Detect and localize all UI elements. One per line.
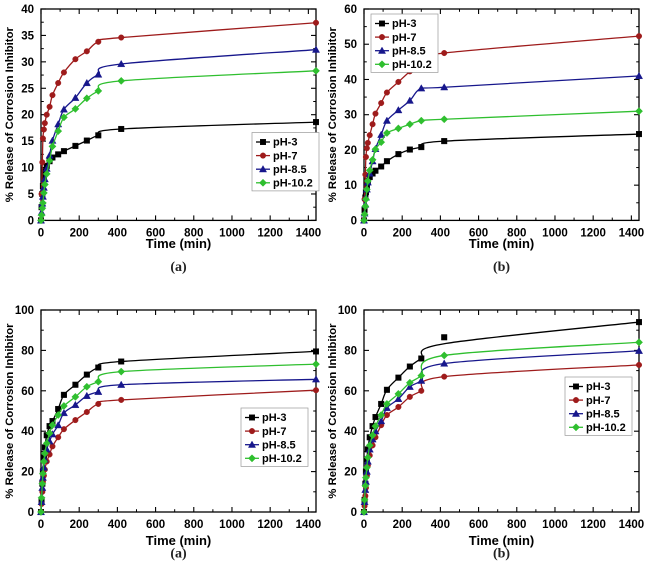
svg-text:40: 40	[21, 4, 34, 16]
svg-text:1000: 1000	[542, 227, 568, 239]
svg-text:pH-8.5: pH-8.5	[586, 408, 620, 420]
svg-text:40: 40	[344, 426, 357, 438]
svg-text:50: 50	[344, 39, 357, 51]
svg-text:400: 400	[108, 519, 127, 531]
svg-text:1200: 1200	[580, 227, 606, 239]
svg-text:pH-10.2: pH-10.2	[262, 453, 302, 465]
svg-text:0: 0	[361, 227, 367, 239]
svg-text:0: 0	[28, 507, 34, 519]
svg-text:60: 60	[21, 386, 34, 398]
svg-text:60: 60	[344, 386, 357, 398]
svg-text:1400: 1400	[296, 519, 322, 531]
svg-text:0: 0	[38, 227, 44, 239]
svg-text:0: 0	[351, 215, 357, 227]
svg-text:30: 30	[344, 110, 357, 122]
svg-text:1200: 1200	[257, 227, 283, 239]
svg-text:(b): (b)	[493, 547, 510, 562]
svg-text:pH-7: pH-7	[273, 150, 297, 162]
svg-text:1400: 1400	[296, 227, 322, 239]
svg-text:Time (min): Time (min)	[469, 236, 535, 251]
svg-text:pH-10.2: pH-10.2	[586, 422, 626, 434]
svg-text:40: 40	[344, 74, 357, 86]
svg-text:200: 200	[393, 519, 412, 531]
svg-text:1000: 1000	[219, 227, 245, 239]
svg-text:200: 200	[70, 519, 89, 531]
svg-text:400: 400	[431, 227, 450, 239]
svg-text:pH-3: pH-3	[262, 412, 286, 424]
svg-text:pH-7: pH-7	[392, 32, 416, 44]
svg-text:5: 5	[28, 189, 35, 201]
svg-text:% Release of Corrosion Inhibit: % Release of Corrosion Inhibitor	[327, 27, 339, 203]
svg-text:pH-3: pH-3	[392, 18, 416, 30]
svg-text:200: 200	[70, 227, 89, 239]
svg-text:600: 600	[469, 519, 488, 531]
svg-text:pH-8.5: pH-8.5	[262, 439, 296, 451]
svg-text:1000: 1000	[219, 519, 245, 531]
svg-text:% Release of Corrosion Inhibit: % Release of Corrosion Inhibitor	[327, 323, 339, 499]
svg-text:1400: 1400	[619, 519, 645, 531]
svg-text:0: 0	[351, 507, 357, 519]
svg-text:0: 0	[28, 215, 34, 227]
svg-text:35: 35	[21, 30, 34, 42]
svg-text:% Release of Corrosion Inhibit: % Release of Corrosion Inhibitor	[4, 323, 16, 499]
svg-text:20: 20	[21, 467, 34, 479]
svg-text:20: 20	[344, 467, 357, 479]
svg-text:(a): (a)	[170, 547, 187, 562]
svg-text:1400: 1400	[619, 227, 645, 239]
svg-text:(a): (a)	[170, 260, 187, 275]
svg-text:pH-8.5: pH-8.5	[273, 164, 307, 176]
svg-text:Time (min): Time (min)	[146, 236, 212, 251]
svg-text:pH-7: pH-7	[262, 426, 286, 438]
svg-text:1200: 1200	[580, 519, 606, 531]
svg-text:pH-8.5: pH-8.5	[392, 45, 426, 57]
svg-text:20: 20	[344, 145, 357, 157]
svg-text:1000: 1000	[542, 519, 568, 531]
svg-text:10: 10	[21, 163, 34, 175]
svg-text:1200: 1200	[257, 519, 283, 531]
svg-text:200: 200	[393, 227, 412, 239]
svg-text:0: 0	[361, 519, 367, 531]
svg-text:60: 60	[344, 4, 357, 16]
svg-text:pH-7: pH-7	[586, 395, 610, 407]
svg-text:100: 100	[15, 305, 34, 317]
svg-text:800: 800	[507, 519, 526, 531]
svg-text:15: 15	[21, 136, 34, 148]
svg-text:10: 10	[344, 180, 357, 192]
svg-text:pH-3: pH-3	[273, 137, 297, 149]
svg-text:pH-10.2: pH-10.2	[392, 59, 432, 71]
svg-text:30: 30	[21, 57, 34, 69]
svg-text:(b): (b)	[493, 260, 510, 275]
svg-text:25: 25	[21, 83, 34, 95]
svg-text:40: 40	[21, 426, 34, 438]
svg-text:400: 400	[431, 519, 450, 531]
svg-text:400: 400	[108, 227, 127, 239]
svg-text:0: 0	[38, 519, 44, 531]
svg-text:pH-10.2: pH-10.2	[273, 178, 313, 190]
svg-text:% Release of Corrosion Inhibit: % Release of Corrosion Inhibitor	[4, 27, 16, 203]
svg-text:800: 800	[184, 519, 203, 531]
svg-text:pH-3: pH-3	[586, 381, 610, 393]
svg-text:80: 80	[21, 345, 34, 357]
svg-text:20: 20	[21, 110, 34, 122]
svg-text:100: 100	[338, 305, 357, 317]
svg-text:600: 600	[146, 519, 165, 531]
svg-text:80: 80	[344, 345, 357, 357]
